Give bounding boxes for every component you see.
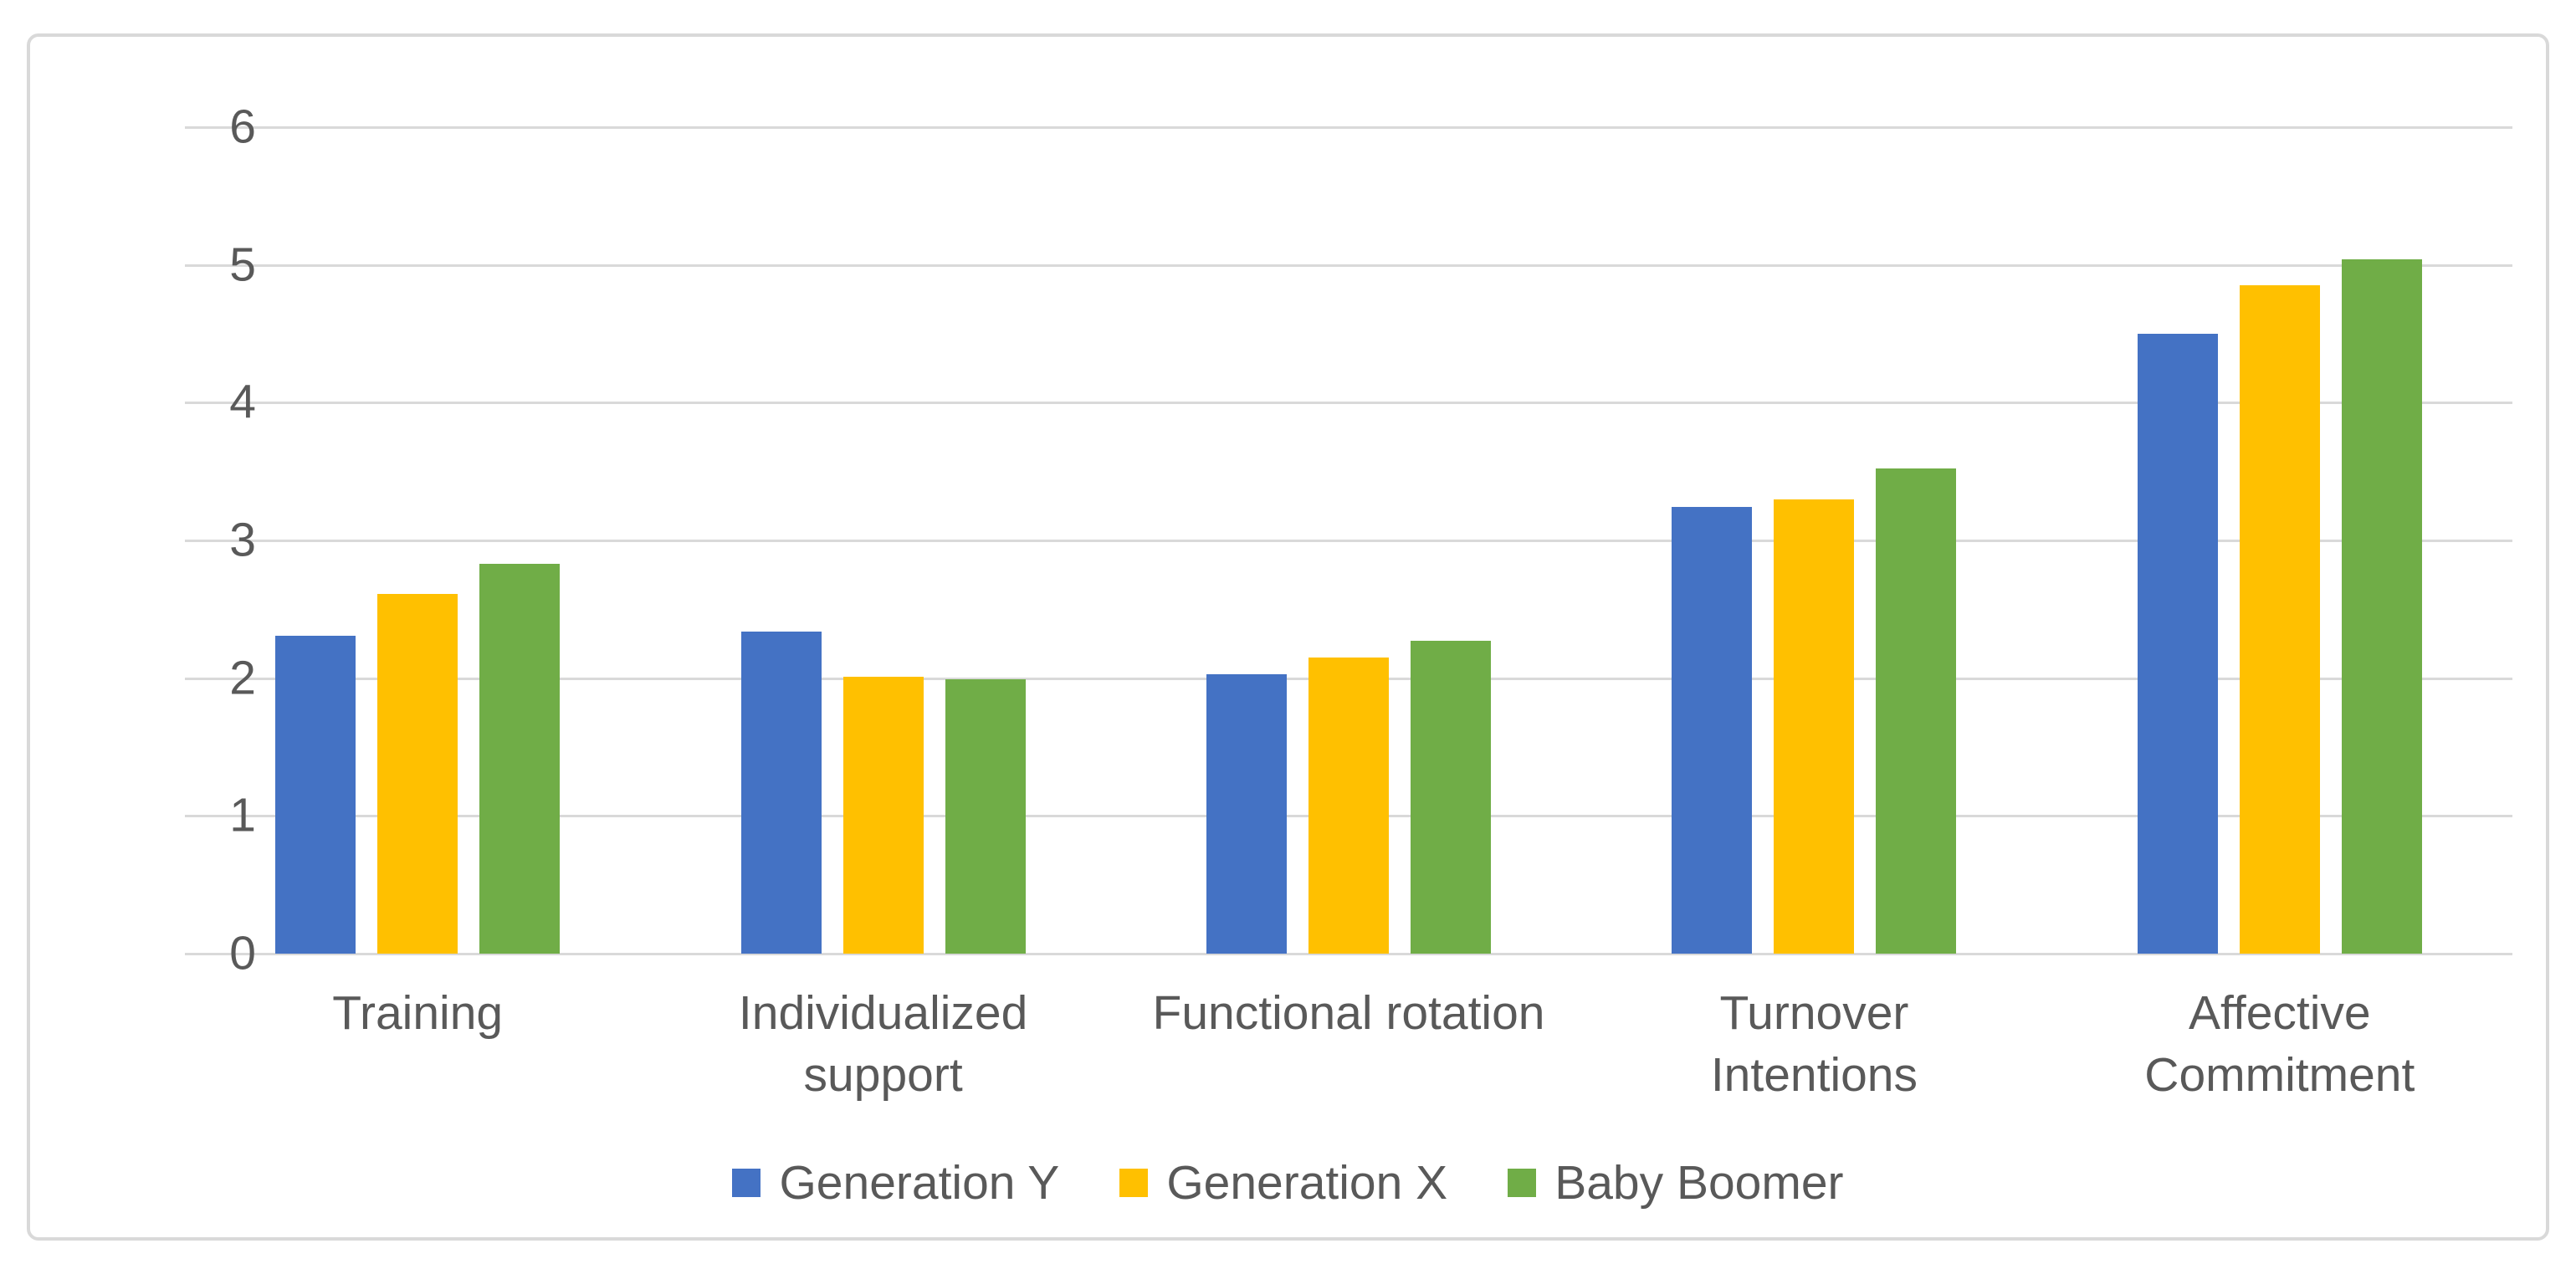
- gridline-y-5: [185, 264, 2512, 267]
- bar-group-turnover-intentions: [1581, 127, 2046, 954]
- bar-generation-x-affective-commitment: [2239, 285, 2320, 954]
- bar-generation-y-turnover-intentions: [1672, 507, 1753, 954]
- bar-groups: [185, 127, 2512, 954]
- category-label-turnover-intentions: Turnover Intentions: [1710, 986, 1918, 1102]
- bar-generation-y-functional-rotation: [1206, 673, 1288, 954]
- y-tick-label-0: 0: [229, 926, 256, 980]
- bar-generation-x-turnover-intentions: [1774, 499, 1855, 954]
- bar-group-affective-commitment: [2047, 127, 2512, 954]
- legend-label: Baby Boomer: [1554, 1156, 1844, 1210]
- y-tick-label-1: 1: [229, 788, 256, 842]
- legend-label: Generation X: [1166, 1156, 1448, 1210]
- category-label-affective-commitment: Affective Commitment: [2144, 986, 2415, 1102]
- y-tick-label-6: 6: [229, 100, 256, 154]
- gridline-y-4: [185, 402, 2512, 405]
- y-tick-label-3: 3: [229, 513, 256, 567]
- y-tick-label-2: 2: [229, 651, 256, 705]
- legend-item-baby-boomer: Baby Boomer: [1508, 1156, 1844, 1210]
- bar-baby-boomer-training: [479, 564, 561, 954]
- bar-baby-boomer-affective-commitment: [2341, 259, 2422, 954]
- bar-group-individualized-support: [650, 127, 1115, 954]
- bar-generation-y-training: [275, 635, 356, 954]
- bar-generation-x-training: [377, 594, 458, 954]
- bar-generation-y-affective-commitment: [2137, 334, 2218, 954]
- y-tick-label-5: 5: [229, 238, 256, 292]
- bar-baby-boomer-turnover-intentions: [1876, 468, 1957, 954]
- category-label-functional-rotation: Functional rotation: [1152, 986, 1545, 1040]
- legend-swatch-icon: [1119, 1169, 1149, 1197]
- plot-area: [185, 126, 2512, 955]
- bar-group-training: [185, 127, 650, 954]
- legend-item-generation-x: Generation X: [1119, 1158, 1447, 1208]
- bar-generation-x-individualized-support: [842, 677, 924, 954]
- x-axis-category-labels: Training Individualized support Functional…: [185, 982, 2512, 1106]
- bar-baby-boomer-individualized-support: [945, 679, 1026, 954]
- category-label-individualized-support: Individualized support: [738, 986, 1028, 1102]
- chart-legend: Generation Y Generation X Baby Boomer: [30, 1158, 2546, 1208]
- gridline-y-3: [185, 540, 2512, 542]
- bar-baby-boomer-functional-rotation: [1411, 641, 1492, 954]
- bar-generation-x-functional-rotation: [1308, 657, 1390, 954]
- legend-swatch-icon: [732, 1169, 761, 1197]
- legend-label: Generation Y: [779, 1156, 1060, 1210]
- legend-item-generation-y: Generation Y: [732, 1158, 1059, 1208]
- bar-group-functional-rotation: [1116, 127, 1581, 954]
- y-tick-label-4: 4: [229, 375, 256, 429]
- gridline-y-0: [185, 953, 2512, 955]
- gridline-y-6: [185, 126, 2512, 129]
- bar-generation-y-individualized-support: [740, 631, 822, 954]
- legend-swatch-icon: [1508, 1169, 1537, 1197]
- category-label-training: Training: [332, 986, 504, 1040]
- chart-frame: 0 1 2 3 4 5 6 Training Individualized support Fu…: [27, 33, 2549, 1241]
